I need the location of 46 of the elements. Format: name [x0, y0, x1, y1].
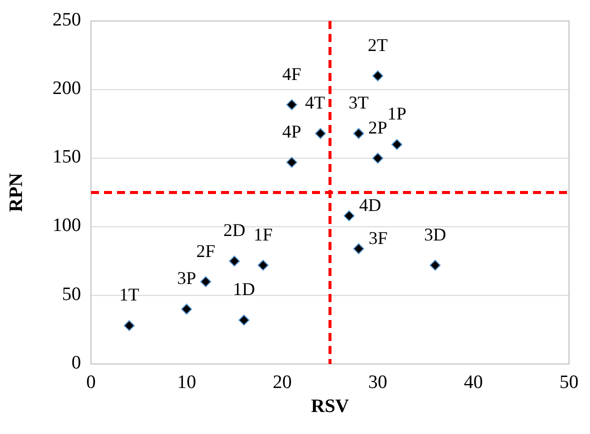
y-tick-label: 250 — [52, 9, 81, 30]
x-tick-label: 50 — [560, 372, 578, 393]
annotation: 3P — [177, 268, 196, 288]
point — [228, 256, 240, 267]
y-tick-label: 150 — [52, 146, 81, 168]
annotation: 3F — [368, 228, 388, 248]
x-tick-label: 40 — [464, 372, 483, 393]
point — [124, 320, 135, 332]
annotation: 4F — [282, 64, 302, 84]
annotation: 2D — [223, 220, 246, 240]
point — [344, 210, 355, 222]
point — [314, 128, 326, 140]
annotation: 4D — [359, 194, 382, 215]
y-tick-label: 50 — [62, 284, 81, 305]
annotation: 1D — [232, 279, 255, 300]
annotation: 4P — [282, 121, 302, 142]
x-tick-label: 0 — [86, 372, 96, 393]
point — [353, 128, 364, 140]
annotation: 3T — [348, 92, 369, 113]
point — [430, 260, 441, 271]
point — [391, 138, 402, 150]
annotation: 1T — [119, 284, 140, 305]
y-tick-label: 0 — [72, 352, 81, 374]
point — [238, 314, 250, 326]
point — [200, 276, 212, 288]
point — [286, 99, 298, 110]
annotation: 3D — [424, 224, 446, 244]
x-axis-title: RSV — [310, 396, 350, 417]
point — [353, 243, 364, 254]
annotation: 1P — [387, 104, 406, 124]
x-tick-label: 20 — [272, 372, 292, 393]
annotation: 2P — [368, 117, 388, 138]
point — [372, 152, 384, 164]
x-tick-label: 30 — [368, 372, 388, 393]
annotation: 1F — [254, 224, 273, 244]
point — [181, 304, 192, 315]
x-tick-label: 10 — [177, 372, 196, 393]
annotation: 2T — [368, 35, 388, 56]
point — [372, 70, 384, 82]
annotation: 4T — [305, 92, 325, 113]
y-axis-title: RPN — [6, 172, 27, 212]
y-tick-label: 100 — [52, 215, 81, 236]
point — [258, 260, 269, 271]
point — [286, 156, 298, 168]
annotation: 2F — [196, 240, 216, 261]
y-tick-label: 200 — [52, 78, 81, 99]
